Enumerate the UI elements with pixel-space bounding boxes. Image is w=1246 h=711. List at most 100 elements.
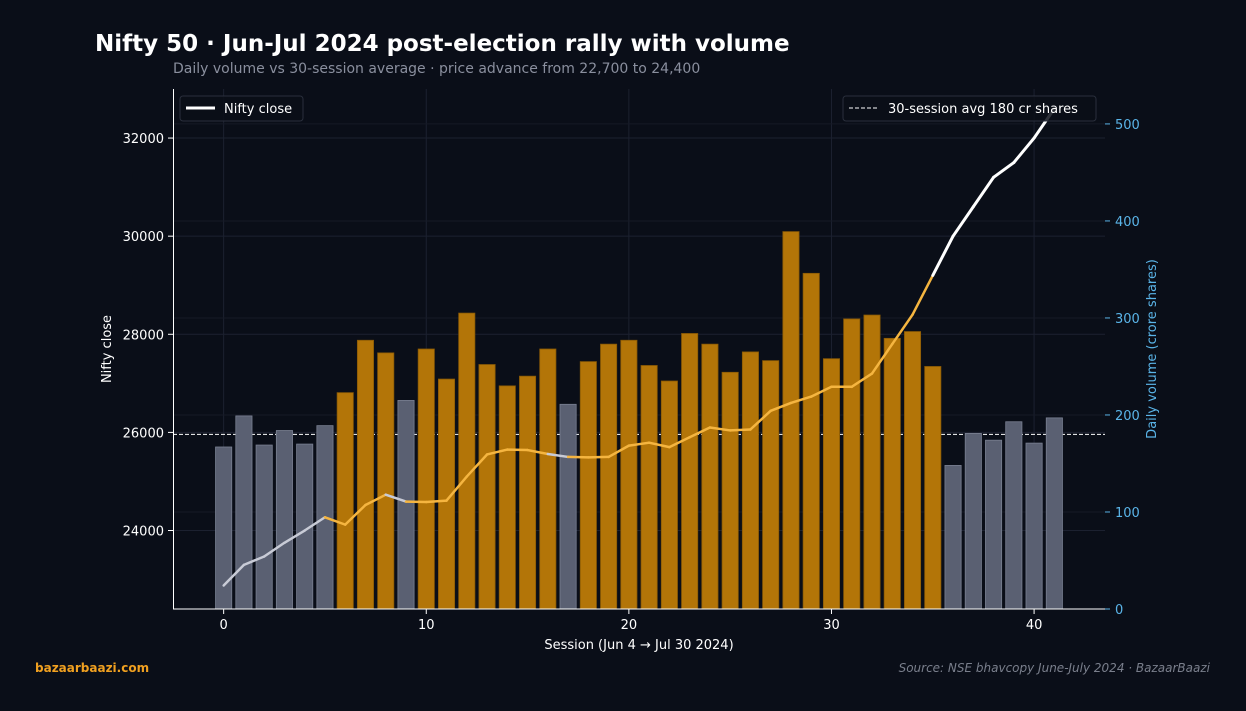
x-tick-label: 20	[621, 618, 638, 633]
price-segment	[242, 555, 266, 567]
volume-bar	[721, 371, 739, 610]
volume-bar	[417, 348, 435, 610]
axes	[173, 89, 1105, 610]
price-segment	[769, 401, 793, 413]
volume-bar	[255, 444, 273, 610]
volume-bar	[519, 375, 537, 610]
price-segment	[222, 563, 246, 587]
legend-avg-label: 30-session avg 180 cr shares	[888, 102, 1078, 117]
price-segment	[728, 428, 752, 432]
y-right-tick-label: 400	[1115, 215, 1140, 230]
price-segment	[465, 453, 489, 478]
y-right-tick-label: 200	[1115, 409, 1140, 424]
volume-bar	[640, 365, 658, 610]
price-segment	[485, 448, 509, 456]
volume-bar	[539, 348, 557, 610]
x-tick-label: 30	[823, 618, 840, 633]
x-tick-label: 0	[220, 618, 228, 633]
legend-price-box	[179, 95, 304, 122]
volume-bar	[356, 339, 374, 610]
y-right-tick-label: 100	[1115, 506, 1140, 521]
volume-bar	[944, 465, 962, 610]
volume-bar	[802, 272, 820, 610]
price-segment	[992, 161, 1016, 179]
y-right-tick-label: 300	[1115, 312, 1140, 327]
price-segment	[668, 436, 691, 449]
volume-bar	[559, 403, 577, 610]
price-segment	[708, 426, 732, 432]
price-segment	[303, 516, 327, 532]
volume-bar	[397, 400, 415, 610]
x-tick-label: 10	[418, 618, 435, 633]
legend-price-label: Nifty close	[224, 102, 292, 117]
price-segment	[647, 441, 671, 449]
legend-price: Nifty close	[179, 95, 304, 122]
x-tick-label: 40	[1026, 618, 1043, 633]
volume-bar	[336, 392, 354, 610]
price-segment	[911, 274, 935, 316]
legend-avg: 30-session avg 180 cr shares	[842, 95, 1097, 122]
chart-subtitle: Daily volume vs 30-session average · pri…	[173, 61, 701, 77]
volume-bar	[863, 314, 881, 610]
volume-bar	[681, 333, 699, 610]
y-left-tick-label: 28000	[123, 328, 164, 343]
volume-bar	[377, 352, 395, 610]
price-segment	[445, 475, 469, 502]
volume-bar	[741, 351, 759, 610]
volume-bar	[904, 331, 922, 610]
volume-bar	[762, 360, 780, 610]
price-segment	[262, 541, 286, 558]
x-axis-label: Session (Jun 4 → Jul 30 2024)	[544, 638, 733, 653]
legend-avg-box	[842, 95, 1097, 122]
price-segment	[364, 493, 387, 507]
price-segment	[1012, 136, 1036, 165]
volume-bar	[822, 358, 840, 610]
y-left-tick-label: 26000	[123, 426, 164, 441]
y-left-tick-label: 24000	[123, 525, 164, 540]
price-segment	[951, 205, 975, 238]
volume-bar	[1025, 442, 1043, 610]
price-segment	[283, 529, 306, 545]
price-segment	[607, 444, 631, 459]
y-right-tick-label: 0	[1115, 603, 1123, 618]
y-left-tick-label: 30000	[123, 230, 164, 245]
price-segment	[870, 342, 894, 375]
volume-bar	[964, 433, 982, 610]
volume-bar	[782, 231, 800, 610]
price-segment	[546, 452, 570, 459]
price-segment	[891, 313, 914, 346]
price-segment	[425, 499, 448, 504]
volume-bar	[1005, 421, 1023, 610]
volume-bar	[924, 366, 942, 610]
price-segment	[931, 234, 955, 277]
source-note: Source: NSE bhavcopy June-July 2024 · Ba…	[898, 661, 1210, 675]
volume-bar	[275, 430, 293, 610]
price-line	[222, 107, 1056, 587]
price-segment	[627, 441, 651, 447]
chart-title: Nifty 50 · Jun-Jul 2024 post-election ra…	[95, 31, 790, 57]
price-segment	[323, 516, 347, 526]
y-left-tick-label: 32000	[123, 132, 164, 147]
y-right-tick-label: 500	[1115, 118, 1140, 133]
volume-bar	[883, 337, 901, 610]
price-segment	[850, 372, 874, 389]
price-segment	[809, 385, 833, 398]
price-segment	[384, 493, 408, 503]
price-segment	[971, 175, 996, 209]
brand-label: bazaarbaazi.com	[35, 661, 150, 675]
volume-bar	[985, 439, 1003, 610]
tick-labels: 0 10 20 30 40 24000 26000 28000 30000 32000 0 100 20…	[123, 118, 1140, 633]
volume-bar	[620, 339, 638, 610]
volume-bar	[843, 318, 861, 610]
volume-bar	[1045, 417, 1063, 610]
price-segment	[343, 503, 367, 526]
volume-bar	[660, 380, 678, 610]
volume-bar	[701, 343, 719, 610]
volume-bar	[600, 343, 618, 610]
volume-bar	[458, 312, 476, 610]
y-axis-left-label: Nifty close	[100, 315, 115, 383]
price-segment	[526, 448, 550, 456]
price-segment	[789, 395, 813, 405]
volume-bar	[235, 415, 253, 610]
